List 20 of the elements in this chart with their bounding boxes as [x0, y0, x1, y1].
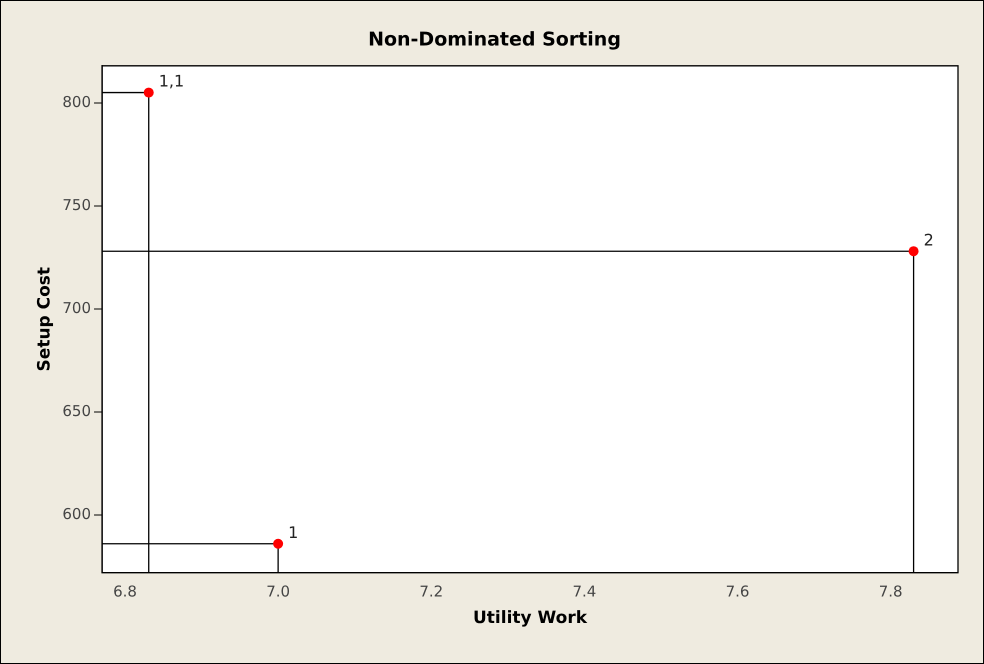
y-axis-title: Setup Cost	[34, 266, 55, 372]
y-tick-label: 750	[62, 196, 92, 214]
x-tick-label: 7.8	[878, 582, 903, 600]
point	[273, 538, 284, 549]
y-tick-label: 700	[62, 298, 92, 317]
x-tick-label: 7.6	[726, 582, 750, 600]
chart-title: Non-Dominated Sorting	[368, 28, 621, 50]
x-tick-label: 6.8	[113, 582, 137, 600]
x-axis-title: Utility Work	[472, 608, 588, 628]
y-tick-label: 600	[62, 504, 92, 523]
annotation: 1	[288, 522, 298, 542]
annotation: 2	[924, 230, 934, 250]
x-tick-label: 7.2	[419, 582, 444, 600]
x-tick-label: 7.0	[266, 582, 290, 600]
point	[908, 246, 919, 256]
point	[144, 88, 154, 98]
y-tick-label: 650	[62, 402, 92, 420]
y-tick-label: 800	[62, 92, 92, 111]
annotation: 1,1	[158, 72, 184, 91]
x-tick-label: 7.4	[572, 582, 596, 600]
